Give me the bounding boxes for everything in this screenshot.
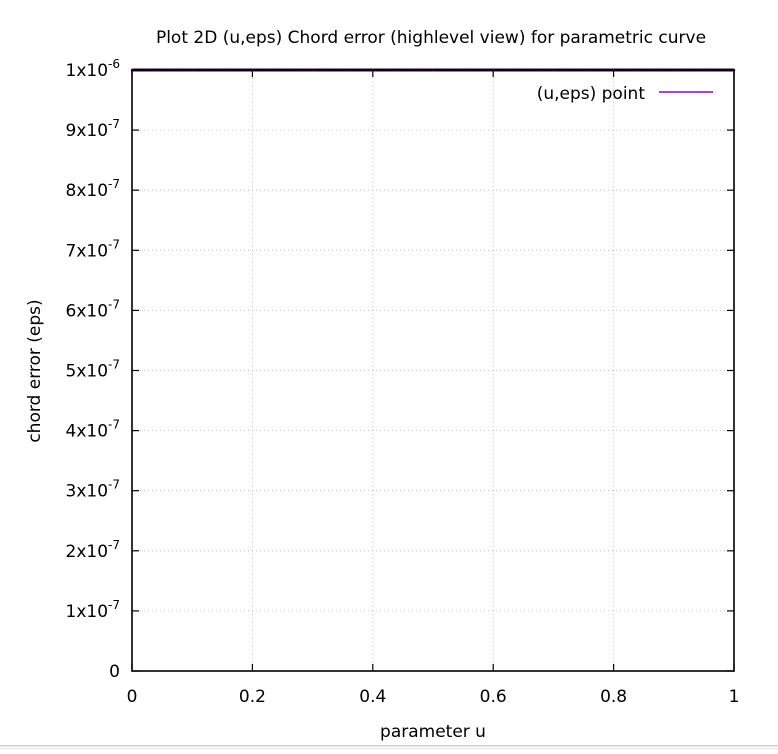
y-tick-exponent: -7 [108, 358, 120, 372]
grid [132, 70, 734, 671]
x-tick-label: 0.6 [480, 687, 507, 707]
y-tick-label: 0 [109, 662, 120, 682]
y-tick-labels: 01x10-72x10-73x10-74x10-75x10-76x10-77x1… [66, 57, 120, 682]
y-tick-label: 8x10-7 [66, 177, 120, 201]
y-axis-label: chord error (eps) [25, 299, 45, 442]
y-tick-mantissa: 6x10 [66, 301, 109, 321]
y-tick-mantissa: 5x10 [66, 362, 109, 382]
y-tick-exponent: -7 [108, 598, 120, 612]
y-tick-exponent: -7 [108, 237, 120, 251]
y-tick-mantissa: 9x10 [66, 121, 109, 141]
y-tick-label: 6x10-7 [66, 297, 120, 321]
y-tick-label: 2x10-7 [66, 538, 120, 562]
y-tick-label: 4x10-7 [66, 418, 120, 442]
y-tick-mantissa: 8x10 [66, 181, 109, 201]
y-tick-mantissa: 3x10 [66, 482, 109, 502]
y-tick-mantissa: 1x10 [66, 61, 109, 81]
y-tick-exponent: -7 [108, 418, 120, 432]
chart-title: Plot 2D (u,eps) Chord error (highlevel v… [156, 28, 706, 48]
x-tick-label: 0.4 [359, 687, 386, 707]
x-tick-labels: 0 0.2 0.4 0.6 0.8 1 [127, 687, 740, 707]
y-tick-mantissa: 0 [109, 662, 120, 682]
y-tick-exponent: -7 [108, 297, 120, 311]
y-tick-exponent: -6 [108, 57, 120, 71]
y-tick-mantissa: 1x10 [66, 602, 109, 622]
y-tick-exponent: -7 [108, 478, 120, 492]
legend: (u,eps) point [537, 84, 713, 104]
y-tick-label: 5x10-7 [66, 358, 120, 382]
y-tick-mantissa: 4x10 [66, 422, 109, 442]
x-tick-label: 0 [127, 687, 138, 707]
y-tick-label: 7x10-7 [66, 237, 120, 261]
y-tick-exponent: -7 [108, 538, 120, 552]
y-tick-mantissa: 7x10 [66, 241, 109, 261]
legend-label: (u,eps) point [537, 84, 646, 104]
x-tick-label: 1 [729, 687, 740, 707]
tick-marks [131, 69, 735, 672]
x-axis-label: parameter u [380, 722, 486, 742]
y-tick-mantissa: 2x10 [66, 542, 109, 562]
y-tick-exponent: -7 [108, 117, 120, 131]
bottom-rule [0, 745, 778, 750]
y-tick-exponent: -7 [108, 177, 120, 191]
x-tick-label: 0.2 [239, 687, 266, 707]
y-tick-label: 1x10-6 [66, 57, 120, 81]
x-tick-label: 0.8 [600, 687, 627, 707]
y-tick-label: 9x10-7 [66, 117, 120, 141]
y-tick-label: 1x10-7 [66, 598, 120, 622]
y-tick-label: 3x10-7 [66, 478, 120, 502]
